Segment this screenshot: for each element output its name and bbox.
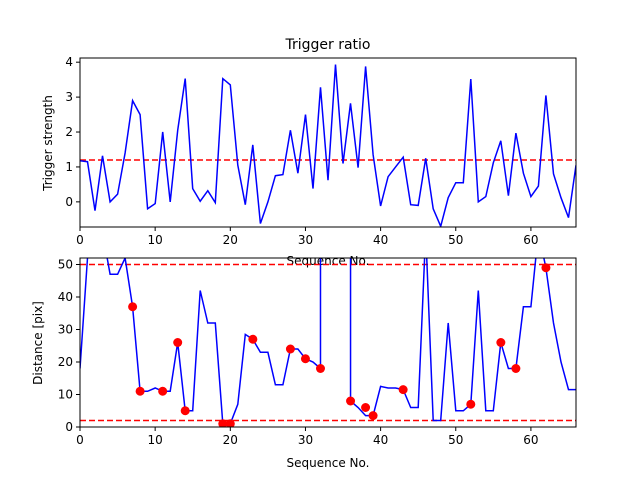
top-x-tick-label-6: 60 — [523, 233, 538, 247]
bottom-x-tick-label-0: 0 — [76, 433, 84, 447]
bottom-marker-5 — [218, 419, 228, 427]
bottom-marker-2 — [158, 386, 168, 396]
top-x-tick-label-3: 30 — [298, 233, 313, 247]
bottom-marker-10 — [315, 364, 325, 373]
top-y-tick-label-1: 1 — [65, 160, 73, 174]
top-x-tick-label-1: 10 — [148, 233, 163, 247]
top-y-axis-label: Trigger strength — [41, 95, 55, 192]
top-y-tick-label-3: 3 — [65, 90, 73, 104]
bottom-marker-3 — [173, 338, 183, 347]
bottom-marker-9 — [300, 354, 310, 364]
bottom-data-line-1 — [350, 258, 576, 422]
bottom-marker-6 — [225, 419, 235, 427]
bottom-axes-frame — [79, 257, 577, 428]
top-x-tick-label-4: 40 — [373, 233, 388, 247]
bottom-x-tick-label-6: 60 — [523, 433, 538, 447]
top-x-axis-label: Sequence No. — [287, 254, 370, 268]
bottom-y-axis-label: Distance [pix] — [31, 301, 45, 385]
bottom-marker-15 — [466, 399, 476, 409]
top-panel: Trigger ratio Trigger strength 0 10 20 30 40… — [41, 37, 577, 268]
bottom-data-line-0 — [80, 258, 321, 425]
top-plot-area: 0 10 20 30 40 50 60 0 1 2 3 4 — [65, 55, 577, 247]
bottom-marker-18 — [541, 263, 551, 273]
bottom-marker-14 — [398, 385, 408, 395]
top-x-tick-label-0: 0 — [76, 233, 84, 247]
bottom-marker-12 — [361, 403, 371, 412]
bottom-x-tick-label-2: 20 — [223, 433, 238, 447]
bottom-x-tick-label-1: 10 — [148, 433, 163, 447]
top-axes-frame — [79, 57, 577, 228]
bottom-series-layer — [80, 258, 576, 427]
bottom-y-tick-label-0: 0 — [65, 420, 73, 434]
bottom-x-axis-label: Sequence No. — [287, 456, 370, 470]
bottom-panel: Distance [pix] 0 10 20 30 40 50 6001020304050 … — [31, 257, 577, 470]
bottom-y-tick-label-3: 30 — [58, 323, 73, 337]
bottom-plot-area: 0 10 20 30 40 50 60 0 10 20 30 40 50 — [58, 257, 577, 447]
top-y-tick-label-4: 4 — [65, 55, 73, 69]
top-data-line-0 — [80, 64, 576, 227]
top-x-tick-label-2: 20 — [223, 233, 238, 247]
bottom-marker-7 — [248, 334, 258, 344]
bottom-x-tick-label-4: 40 — [373, 433, 388, 447]
bottom-y-tick-label-5: 50 — [58, 258, 73, 272]
top-y-tick-label-0: 0 — [65, 195, 73, 209]
top-chart-title: Trigger ratio — [284, 37, 370, 53]
bottom-marker-13 — [368, 411, 378, 421]
top-y-tick-label-2: 2 — [65, 125, 73, 139]
bottom-marker-0 — [128, 302, 138, 312]
bottom-marker-1 — [135, 386, 145, 396]
bottom-x-tick-label-3: 30 — [298, 433, 313, 447]
bottom-y-tick-label-1: 10 — [58, 388, 73, 402]
bottom-y-tick-label-2: 20 — [58, 355, 73, 369]
bottom-marker-16 — [496, 338, 506, 347]
bottom-marker-4 — [180, 406, 190, 416]
bottom-marker-17 — [511, 364, 521, 373]
bottom-x-tick-label-5: 50 — [448, 433, 463, 447]
top-series-layer — [80, 64, 576, 227]
bottom-marker-11 — [346, 396, 356, 406]
bottom-marker-8 — [285, 344, 295, 354]
top-x-tick-label-5: 50 — [448, 233, 463, 247]
bottom-y-tick-label-4: 40 — [58, 290, 73, 304]
